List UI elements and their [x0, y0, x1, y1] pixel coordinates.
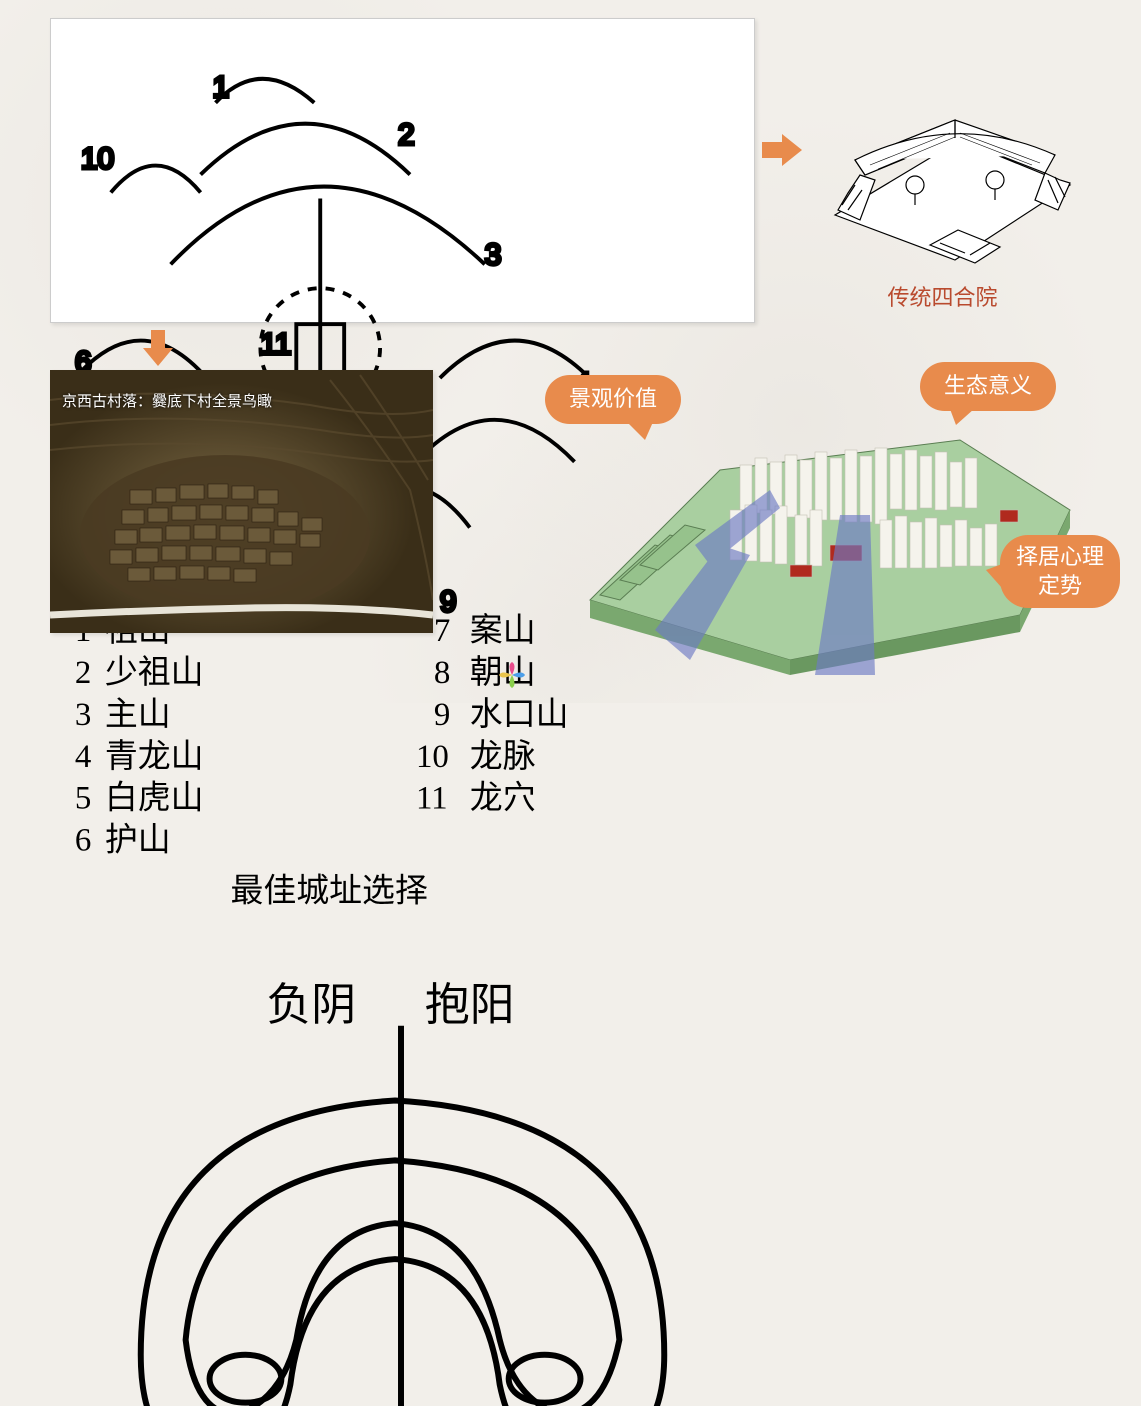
svg-text:2: 2 — [398, 119, 415, 152]
svg-text:11: 11 — [260, 328, 291, 361]
courtyard-sketch — [800, 25, 1085, 275]
arrow-down-icon — [140, 330, 176, 366]
ring-diagram: 负阴 抱阳 金带 环抱 — [51, 936, 754, 1406]
logo-icon — [497, 660, 527, 690]
svg-text:10: 10 — [81, 143, 114, 176]
svg-text:案山: 案山 — [470, 612, 536, 649]
svg-text:3: 3 — [75, 697, 91, 733]
svg-text:7: 7 — [434, 613, 450, 649]
svg-text:负阴: 负阴 — [266, 980, 356, 1030]
svg-text:1: 1 — [213, 71, 230, 104]
svg-text:3: 3 — [485, 238, 502, 271]
bubble-psychology: 择居心理定势 — [1000, 535, 1120, 608]
svg-text:龙脉: 龙脉 — [470, 738, 536, 775]
svg-text:白虎山: 白虎山 — [105, 780, 204, 817]
aerial-photo: 京西古村落：爨底下村全景鸟瞰 — [50, 370, 433, 633]
svg-text:龙穴: 龙穴 — [470, 780, 536, 817]
svg-text:2: 2 — [75, 655, 91, 691]
svg-text:主山: 主山 — [105, 697, 171, 733]
bubble-landscape-value: 景观价值 — [545, 375, 681, 424]
svg-text:8: 8 — [434, 655, 450, 691]
svg-text:10: 10 — [416, 739, 449, 775]
svg-text:护山: 护山 — [105, 822, 171, 859]
courtyard-label: 传统四合院 — [800, 280, 1085, 312]
bubble-ecological: 生态意义 — [920, 362, 1056, 411]
svg-text:6: 6 — [75, 823, 91, 859]
svg-text:11: 11 — [416, 781, 448, 817]
aerial-photo-caption: 京西古村落：爨底下村全景鸟瞰 — [62, 390, 272, 411]
svg-text:青龙山: 青龙山 — [105, 738, 204, 775]
svg-text:5: 5 — [75, 781, 91, 817]
svg-text:水口山: 水口山 — [470, 696, 569, 733]
arrow-right-icon — [762, 130, 802, 170]
svg-text:抱阳: 抱阳 — [425, 980, 515, 1030]
svg-text:9: 9 — [434, 697, 450, 733]
svg-text:4: 4 — [75, 739, 91, 775]
mountain-map-caption: 最佳城址选择 — [230, 872, 427, 909]
svg-text:少祖山: 少祖山 — [105, 654, 204, 691]
fengshui-diagram-panel: 1 2 3 10 6 4 5 11 — [50, 18, 755, 323]
